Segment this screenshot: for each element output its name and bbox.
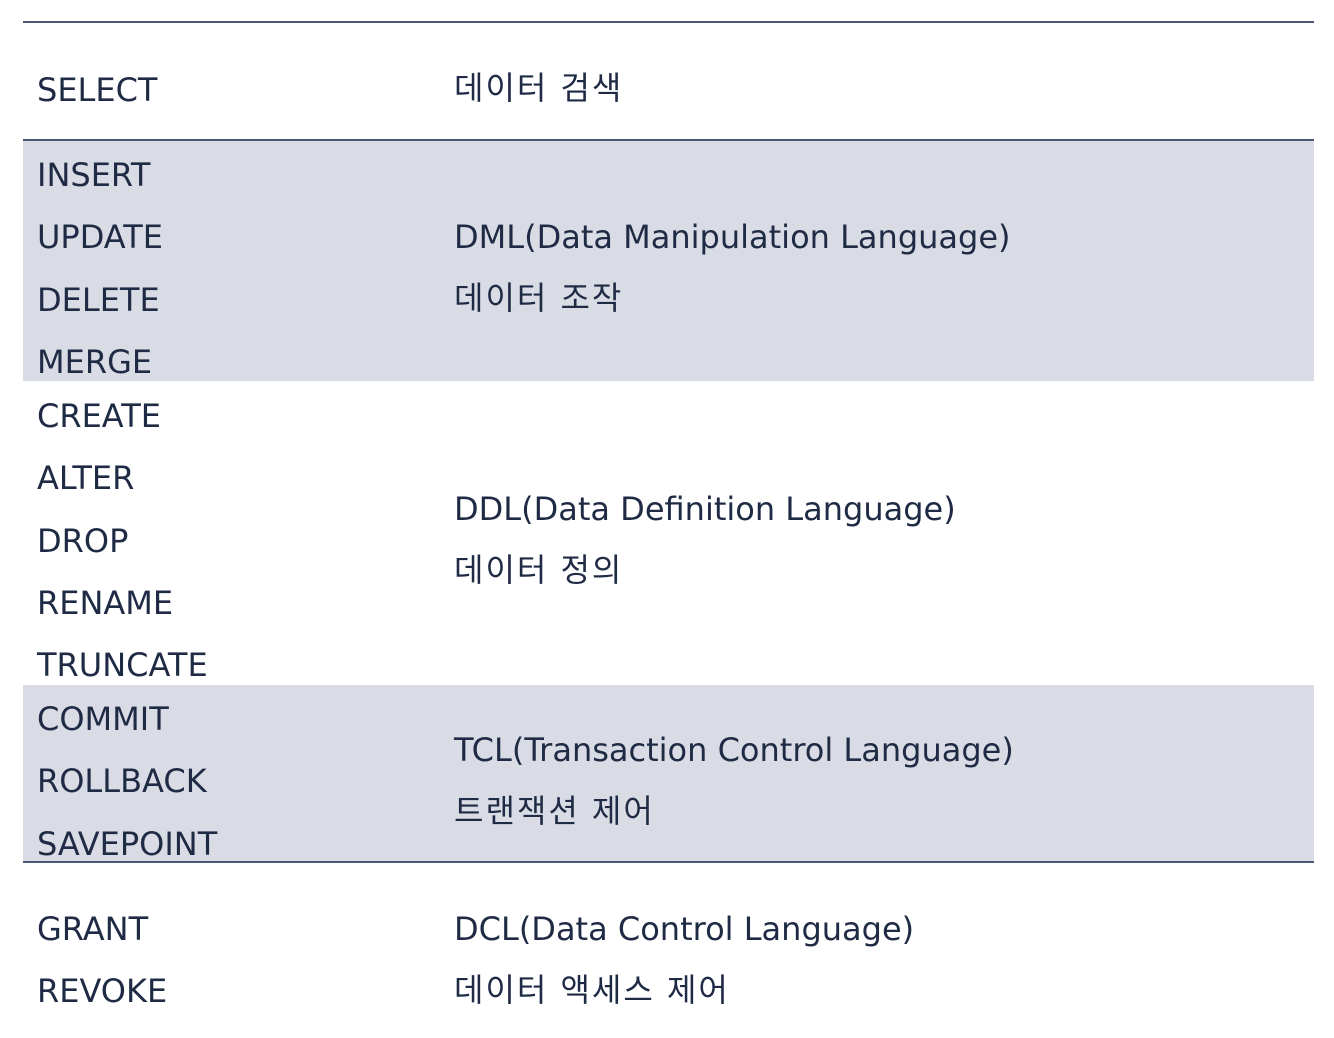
- command-rename: RENAME: [37, 584, 174, 622]
- tcl-bottom-rule: [23, 861, 1314, 863]
- command-delete: DELETE: [37, 281, 160, 319]
- command-update: UPDATE: [37, 218, 163, 256]
- tcl-korean-description: 트랜잭션 제어: [454, 792, 655, 830]
- command-savepoint: SAVEPOINT: [37, 825, 218, 863]
- dcl-title: DCL(Data Control Language): [454, 910, 915, 948]
- tcl-group-row: COMMIT ROLLBACK SAVEPOINT TCL(Transactio…: [23, 685, 1314, 863]
- select-korean-description: 데이터 검색: [454, 69, 624, 107]
- ddl-korean-description: 데이터 정의: [454, 551, 624, 589]
- dml-title: DML(Data Manipulation Language): [454, 218, 1011, 256]
- command-select: SELECT: [37, 71, 158, 109]
- command-truncate: TRUNCATE: [37, 646, 208, 684]
- command-drop: DROP: [37, 522, 129, 560]
- dcl-korean-description: 데이터 액세스 제어: [454, 971, 730, 1009]
- select-bottom-rule: [23, 139, 1314, 141]
- command-alter: ALTER: [37, 459, 135, 497]
- command-rollback: ROLLBACK: [37, 762, 207, 800]
- command-revoke: REVOKE: [37, 972, 168, 1010]
- select-group-row: SELECT 데이터 검색: [23, 23, 1314, 140]
- dcl-group-row: GRANT REVOKE DCL(Data Control Language) …: [23, 863, 1314, 1038]
- command-commit: COMMIT: [37, 700, 169, 738]
- dml-group-row: INSERT UPDATE DELETE MERGE DML(Data Mani…: [23, 141, 1314, 381]
- command-merge: MERGE: [37, 343, 153, 381]
- ddl-group-row: CREATE ALTER DROP RENAME TRUNCATE DDL(Da…: [23, 381, 1314, 685]
- command-insert: INSERT: [37, 156, 151, 194]
- tcl-title: TCL(Transaction Control Language): [454, 731, 1014, 769]
- ddl-title: DDL(Data Definition Language): [454, 490, 956, 528]
- command-grant: GRANT: [37, 910, 149, 948]
- table-top-rule: [23, 21, 1314, 23]
- command-create: CREATE: [37, 397, 161, 435]
- dml-korean-description: 데이터 조작: [454, 279, 624, 317]
